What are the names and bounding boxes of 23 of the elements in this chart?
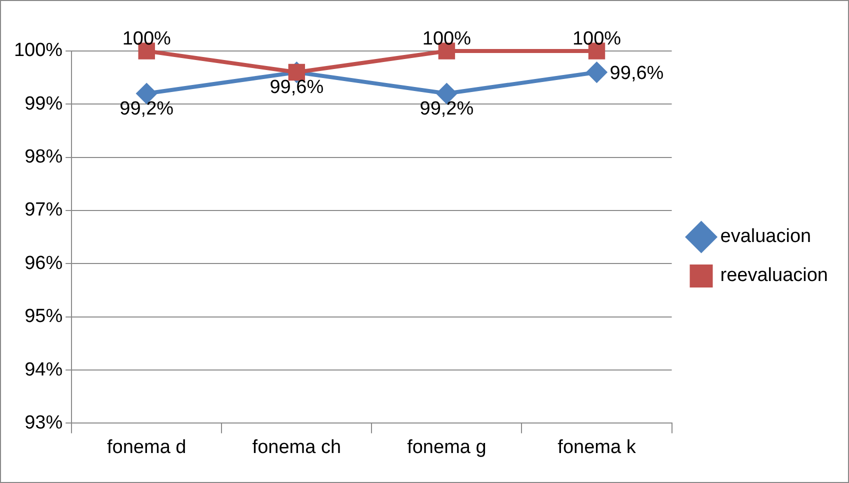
- x-tick-label: fonema g: [407, 436, 486, 458]
- data-label: 99,2%: [420, 98, 474, 120]
- x-tick-label: fonema d: [107, 436, 186, 458]
- y-tick-label: 94%: [24, 359, 63, 380]
- y-tick-label: 98%: [24, 146, 63, 168]
- legend-label: reevaluacion: [720, 265, 828, 286]
- y-tick-label: 95%: [24, 306, 63, 328]
- y-tick-label: 93%: [24, 412, 63, 434]
- data-label: 100%: [122, 28, 172, 50]
- legend-label: evaluacion: [720, 226, 812, 248]
- y-tick-label: 96%: [24, 252, 63, 274]
- data-label: 99,2%: [120, 98, 174, 120]
- y-tick-label: 97%: [24, 200, 63, 221]
- data-label: 100%: [572, 28, 622, 50]
- y-tick-label: 99%: [24, 93, 63, 114]
- point: [586, 62, 607, 82]
- y-tick-label: 100%: [14, 40, 63, 62]
- data-label: 99,6%: [270, 77, 324, 98]
- point: [288, 64, 306, 81]
- data-label: 99,6%: [610, 63, 664, 84]
- x-tick-label: fonema ch: [252, 436, 342, 458]
- data-label: 100%: [422, 28, 472, 50]
- x-tick-label: fonema k: [558, 436, 636, 458]
